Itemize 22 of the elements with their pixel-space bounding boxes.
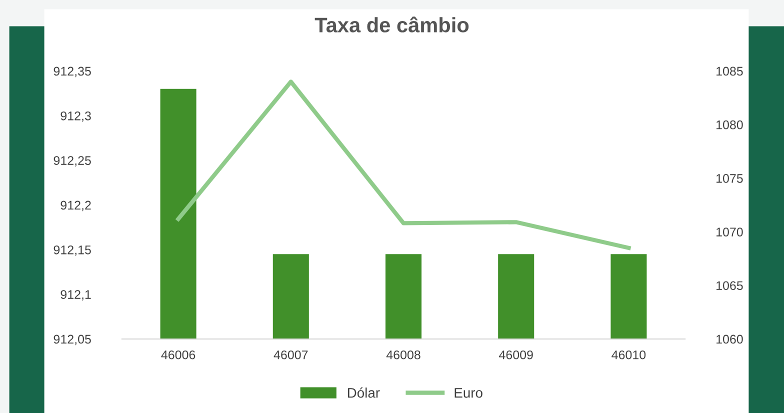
legend-label: Euro xyxy=(454,388,482,398)
x-tick-label: 46008 xyxy=(386,350,420,360)
y-tick-label: 912,2 xyxy=(60,200,91,212)
legend-label: Dólar xyxy=(348,387,380,398)
x-tick-label: 46007 xyxy=(274,350,308,360)
y-tick-label: 912,15 xyxy=(54,245,91,256)
y2-tick-label: 1075 xyxy=(716,174,743,183)
x-tick-label: 46006 xyxy=(161,350,196,360)
y2-tick-label: 1070 xyxy=(716,228,743,236)
x-tick-label: 46009 xyxy=(499,350,533,360)
y2-tick-label: 1085 xyxy=(716,66,743,76)
y-tick-label: 912,35 xyxy=(54,66,91,78)
line-series xyxy=(176,80,631,250)
y2-tick-label: 1065 xyxy=(716,281,743,290)
y-tick-label: 912,25 xyxy=(54,156,91,166)
x-tick-label: 46010 xyxy=(612,350,646,360)
y-tick-label: 912,05 xyxy=(54,334,91,346)
chart-title: Taxa de câmbio xyxy=(314,16,469,32)
y-tick-label: 912,3 xyxy=(60,111,91,122)
y2-tick-label: 1060 xyxy=(716,334,743,344)
y2-tick-label: 1080 xyxy=(716,120,743,130)
y-tick-label: 912,1 xyxy=(60,290,91,300)
